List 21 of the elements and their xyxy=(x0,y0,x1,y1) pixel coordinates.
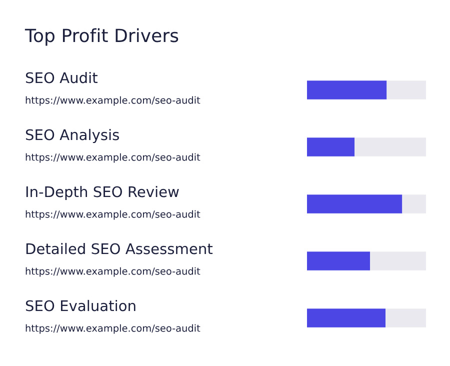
y-tick-label: SEO Analysis xyxy=(26,128,119,144)
text: https://www.example.com/seo-audit xyxy=(26,267,200,277)
y-tick-label: In-Depth SEO Review xyxy=(26,186,179,200)
text: https://www.example.com/seo-audit xyxy=(26,324,200,334)
bar xyxy=(386,308,426,328)
y-tick-label: SEO Audit xyxy=(26,72,98,84)
bar xyxy=(307,252,370,270)
bar xyxy=(370,252,426,270)
text: https://www.example.com/seo-audit xyxy=(26,96,200,106)
bar xyxy=(307,80,387,100)
y-tick-label: Detailed SEO Assessment xyxy=(26,242,213,254)
bar xyxy=(402,194,426,214)
bar xyxy=(386,80,426,100)
bar xyxy=(354,138,426,156)
bar xyxy=(307,194,402,214)
bar xyxy=(307,138,355,156)
text: Top Profit Drivers xyxy=(24,28,178,46)
bar xyxy=(307,308,386,328)
text: https://www.example.com/seo-audit xyxy=(26,153,200,163)
y-tick-label: SEO Evaluation xyxy=(26,300,136,312)
text: https://www.example.com/seo-audit xyxy=(26,210,200,220)
